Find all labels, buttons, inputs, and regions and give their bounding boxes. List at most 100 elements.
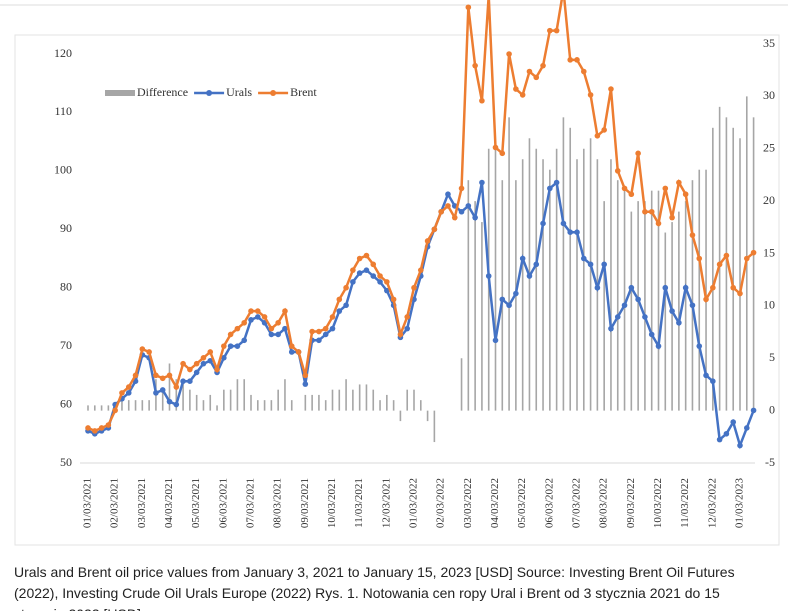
marker [119,390,125,396]
marker [669,214,675,221]
bar [141,400,144,411]
bar [678,211,680,411]
bar [175,379,178,411]
bar [345,379,347,411]
marker [499,296,506,303]
marker [417,267,424,273]
bar [549,169,551,411]
marker [614,314,621,320]
marker [159,387,166,393]
marker [180,378,186,385]
x-tick-label: 10/03/2021 [326,478,338,528]
marker [91,428,98,434]
marker [350,279,356,285]
marker [696,255,703,262]
bar [365,384,368,411]
marker [519,255,526,262]
bar [209,394,212,411]
bar [610,159,612,411]
marker [465,4,472,11]
bar [379,400,381,411]
marker [642,208,648,215]
bar [250,394,252,411]
marker [628,284,635,291]
marker [628,191,635,198]
bar [582,148,585,411]
marker [621,185,628,192]
bar [644,201,646,411]
bar [277,389,279,411]
y-tick-label: 100 [54,163,72,177]
marker [506,51,512,57]
marker [200,360,207,367]
x-tick-label: 01/03/2022 [408,478,420,528]
x-tick-label: 01/03/2021 [82,478,94,528]
marker [608,325,614,332]
marker [730,419,737,425]
bar [433,410,436,443]
bar [521,159,524,411]
marker [193,360,200,367]
bar [107,405,110,411]
marker [743,255,750,262]
marker [737,290,743,297]
marker [553,179,560,186]
marker [411,284,417,291]
x-tick-label: 07/03/2022 [571,478,583,528]
legend-swatch [206,90,213,96]
marker [553,27,560,34]
bar [87,405,89,411]
bar [657,190,660,411]
marker [750,407,757,414]
marker [316,337,322,344]
marker [424,238,431,244]
bar [637,201,639,411]
marker [676,319,682,326]
bar [352,389,354,411]
bar [270,400,273,411]
marker [716,436,723,443]
marker [200,355,207,361]
x-tick-label: 04/03/2022 [489,478,501,528]
bar [100,405,103,411]
marker [533,74,540,81]
marker [580,255,587,262]
bar [684,201,687,411]
marker [377,273,383,279]
marker [241,337,248,344]
marker [608,86,614,92]
marker [445,203,451,209]
marker [261,314,268,320]
marker [153,372,159,379]
bar [732,127,735,411]
marker [227,343,234,349]
bar [576,159,578,411]
marker [404,314,411,320]
bar [718,106,721,411]
marker [146,349,152,355]
marker [221,355,227,361]
marker [445,191,451,198]
marker [567,229,574,236]
bar [243,379,246,411]
marker [234,325,241,332]
marker [268,331,275,338]
bar [338,389,341,411]
marker [214,366,220,373]
x-tick-label: 09/03/2022 [625,478,637,528]
y-tick-label: 110 [54,104,72,118]
bar [508,117,510,411]
bar [419,400,422,411]
bar [148,400,150,411]
marker [390,296,397,303]
bar [318,394,320,411]
bar [691,180,694,411]
marker [547,27,553,34]
marker [689,232,696,238]
y-tick-label: 80 [60,279,72,293]
marker [282,325,288,332]
x-tick-label: 06/03/2022 [543,478,555,528]
marker [329,314,336,320]
bar [195,394,198,411]
marker [438,208,444,215]
